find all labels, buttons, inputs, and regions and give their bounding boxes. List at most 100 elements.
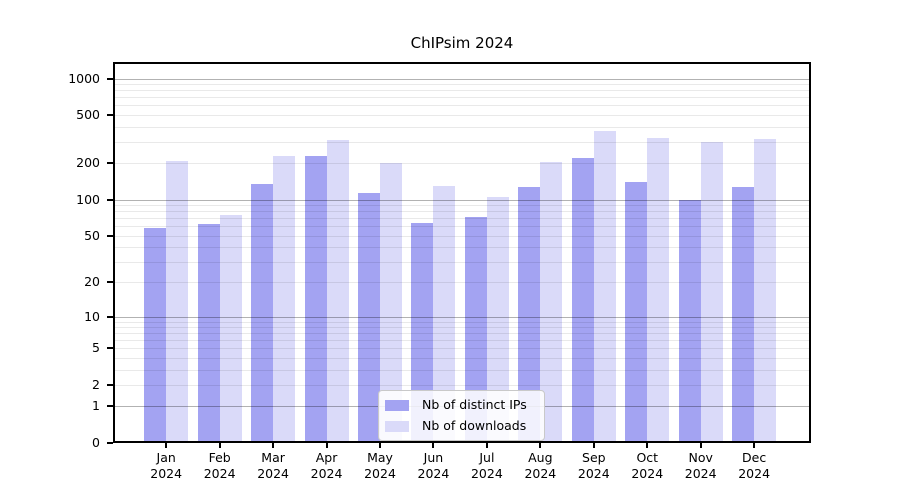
- bar-ips-feb: [197, 223, 220, 443]
- major-gridline-100: [113, 199, 811, 201]
- x-tick-label-jul: Jul 2024: [455, 450, 519, 482]
- x-tick-label-apr: Apr 2024: [295, 450, 359, 482]
- bar-ips-may: [358, 192, 380, 443]
- legend-swatch-downloads: [385, 420, 409, 432]
- major-gridline-10: [113, 316, 811, 318]
- plot-area: Nb of distinct IPs Nb of downloads: [113, 62, 811, 443]
- x-tick-aug: [539, 443, 542, 448]
- bar-downloads-nov: [700, 141, 723, 443]
- minor-gridline-90: [113, 205, 811, 207]
- x-tick-jan: [165, 443, 168, 448]
- x-tick-jun: [432, 443, 435, 448]
- y-tick-label-1000: 1000: [68, 70, 100, 86]
- minor-gridline-8: [113, 327, 811, 329]
- bar-ips-jan: [144, 227, 167, 443]
- minor-gridline-3: [113, 369, 811, 371]
- x-tick-year: 2024: [631, 466, 664, 481]
- y-tick-1000: [107, 77, 113, 80]
- y-tick-label-500: 500: [76, 107, 100, 123]
- minor-gridline-900: [113, 84, 811, 86]
- bar-downloads-jun: [433, 185, 456, 443]
- bar-downloads-oct: [647, 137, 670, 443]
- x-tick-may: [379, 443, 381, 448]
- bar-downloads-may: [380, 163, 402, 443]
- x-tick-month: Feb: [208, 450, 231, 465]
- x-tick-label-dec: Dec 2024: [722, 450, 786, 482]
- legend-label-distinct-ips: Nb of distinct IPs: [422, 397, 527, 412]
- minor-gridline-600: [113, 105, 811, 107]
- x-tick-month: Jun: [423, 450, 444, 465]
- x-tick-month: Sep: [582, 450, 606, 465]
- bar-ips-jul: [464, 217, 487, 443]
- bar-downloads-apr: [326, 140, 349, 443]
- legend-label-downloads: Nb of downloads: [422, 418, 527, 433]
- y-tick-1: [107, 405, 113, 408]
- x-tick-label-feb: Feb 2024: [188, 450, 252, 482]
- y-tick-label-20: 20: [84, 274, 100, 290]
- x-tick-label-jan: Jan 2024: [134, 450, 198, 482]
- x-tick-year: 2024: [310, 466, 343, 481]
- y-tick-label-100: 100: [76, 191, 100, 207]
- x-tick-year: 2024: [257, 466, 289, 481]
- x-tick-year: 2024: [577, 466, 610, 481]
- bar-ips-oct: [625, 181, 648, 443]
- minor-gridline-60: [113, 226, 811, 228]
- x-tick-dec: [753, 443, 756, 448]
- x-tick-year: 2024: [470, 466, 503, 481]
- x-tick-month: Dec: [742, 450, 767, 465]
- bar-downloads-jan: [166, 160, 189, 443]
- x-tick-label-aug: Aug 2024: [508, 450, 572, 482]
- minor-gridline-6: [113, 340, 811, 342]
- bar-downloads-feb: [219, 214, 242, 443]
- bar-downloads-dec: [754, 138, 777, 443]
- y-tick-50: [107, 234, 113, 237]
- x-tick-jul: [485, 443, 488, 448]
- bar-downloads-sep: [593, 130, 616, 443]
- bar-ips-apr: [304, 155, 327, 443]
- x-tick-year: 2024: [684, 466, 717, 481]
- x-tick-month: Jul: [479, 450, 495, 465]
- minor-gridline-9: [113, 321, 811, 323]
- x-tick-label-mar: Mar 2024: [241, 450, 305, 482]
- minor-gridline-30: [113, 261, 811, 263]
- x-tick-label-nov: Nov 2024: [669, 450, 733, 482]
- x-tick-label-may: May 2024: [348, 450, 412, 482]
- x-tick-month: Jan: [156, 450, 176, 465]
- minor-gridline-5: [113, 348, 811, 350]
- x-tick-month: Aug: [528, 450, 553, 465]
- x-tick-label-sep: Sep 2024: [562, 450, 626, 482]
- y-tick-10: [107, 315, 113, 318]
- bar-ips-jun: [411, 222, 434, 443]
- gridlines-layer: [113, 62, 811, 443]
- minor-gridline-400: [113, 126, 811, 128]
- legend-swatch-distinct-ips: [385, 399, 409, 411]
- bar-downloads-aug: [540, 161, 563, 443]
- bars-layer: [113, 62, 811, 443]
- legend-item-distinct-ips: Nb of distinct IPs: [385, 398, 536, 412]
- x-tick-oct: [646, 443, 649, 448]
- x-tick-year: 2024: [524, 466, 557, 481]
- minor-gridline-4: [113, 358, 811, 360]
- y-tick-label-1: 1: [92, 398, 100, 414]
- x-tick-month: Mar: [261, 450, 285, 465]
- y-tick-5: [107, 347, 113, 350]
- bar-ips-nov: [678, 199, 701, 443]
- minor-gridline-50: [113, 235, 811, 237]
- x-tick-year: 2024: [417, 466, 450, 481]
- y-tick-label-2: 2: [92, 377, 100, 393]
- minor-gridline-2: [113, 385, 811, 387]
- x-tick-month: Apr: [315, 450, 338, 465]
- legend-item-downloads: Nb of downloads: [385, 419, 536, 433]
- y-tick-100: [107, 198, 113, 201]
- x-tick-label-oct: Oct 2024: [615, 450, 679, 482]
- x-tick-month: Nov: [688, 450, 713, 465]
- bar-downloads-mar: [273, 155, 296, 443]
- x-tick-feb: [218, 443, 221, 448]
- minor-gridline-500: [113, 115, 811, 117]
- bar-ips-aug: [518, 186, 541, 443]
- x-tick-sep: [592, 443, 595, 448]
- x-tick-year: 2024: [150, 466, 183, 481]
- bar-ips-mar: [251, 183, 274, 443]
- y-tick-label-0: 0: [92, 435, 100, 450]
- x-tick-year: 2024: [738, 466, 771, 481]
